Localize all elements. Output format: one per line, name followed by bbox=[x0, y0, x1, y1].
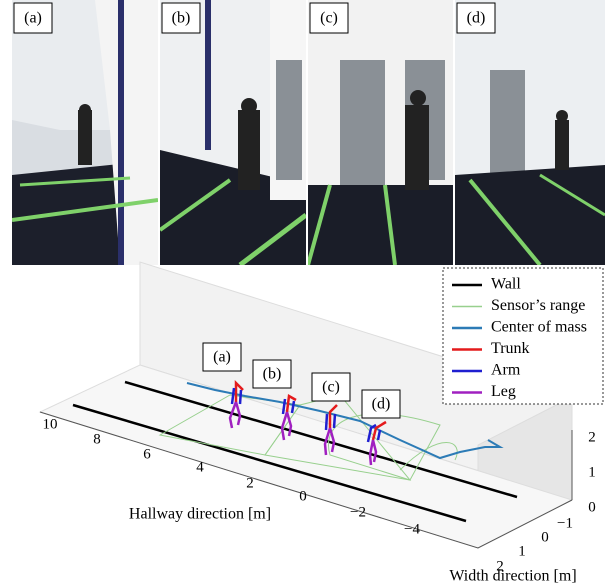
photo bbox=[12, 0, 158, 265]
legend bbox=[443, 268, 603, 404]
y-tick-label: 2 bbox=[496, 558, 504, 574]
figure: (a) (b) (c) (d) Wall Sensor’s range Center of… bbox=[0, 0, 608, 588]
legend-label: Trunk bbox=[491, 340, 530, 357]
x-tick-label: 2 bbox=[246, 475, 254, 491]
x-tick-label: −2 bbox=[350, 504, 366, 520]
legend-label: Leg bbox=[491, 383, 516, 400]
z-tick-label: 2 bbox=[588, 429, 596, 445]
legend-label: Wall bbox=[491, 276, 521, 293]
photo bbox=[455, 0, 605, 265]
x-axis-label: Hallway direction [m] bbox=[129, 506, 271, 523]
legend-label: Sensor’s range bbox=[491, 297, 585, 314]
panel-label: (c) bbox=[322, 379, 340, 396]
z-tick-label: 0 bbox=[588, 499, 596, 515]
photo-label: (d) bbox=[467, 10, 486, 27]
photo-label: (a) bbox=[24, 10, 42, 27]
panel-label: (d) bbox=[372, 396, 391, 413]
x-tick-label: 10 bbox=[43, 416, 58, 432]
photo-label: (c) bbox=[320, 10, 338, 27]
x-tick-label: 0 bbox=[299, 488, 307, 504]
x-tick-label: 8 bbox=[93, 431, 101, 447]
y-tick-label: 1 bbox=[518, 543, 526, 559]
legend-label: Center of mass bbox=[491, 319, 587, 336]
y-tick-label: −1 bbox=[557, 515, 573, 531]
z-tick-label: 1 bbox=[588, 464, 596, 480]
photo bbox=[160, 0, 306, 265]
photo bbox=[308, 0, 453, 265]
photo-label: (b) bbox=[172, 10, 191, 27]
x-tick-label: 6 bbox=[143, 446, 151, 462]
x-tick-label: 4 bbox=[196, 459, 204, 475]
y-axis-label: Width direction [m] bbox=[449, 568, 576, 585]
x-tick-label: −4 bbox=[404, 521, 420, 537]
panel-label: (a) bbox=[213, 349, 231, 366]
legend-label: Arm bbox=[491, 362, 521, 379]
panel-label: (b) bbox=[263, 366, 282, 383]
y-tick-label: 0 bbox=[541, 529, 549, 545]
